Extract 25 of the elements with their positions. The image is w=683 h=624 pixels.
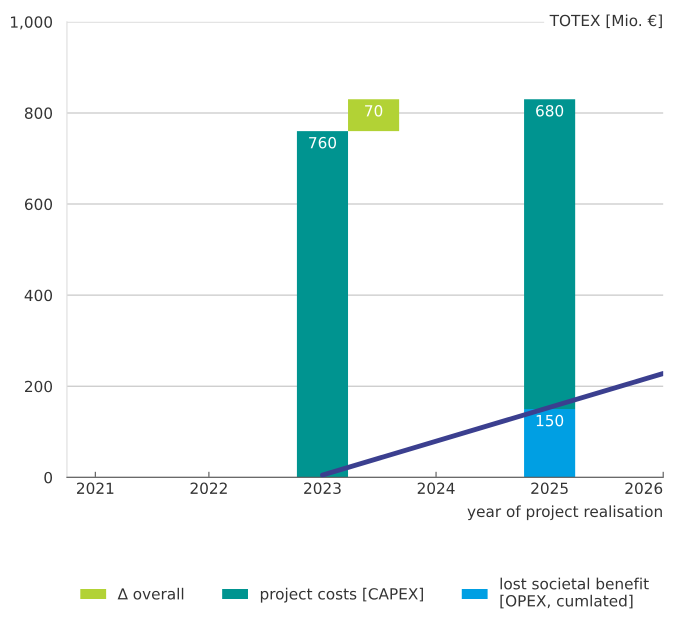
x-tick-label: 2025 xyxy=(531,482,568,494)
bar xyxy=(348,99,400,132)
data-label: 70 xyxy=(365,105,382,117)
y-axis-title: TOTEX [Mio. €] xyxy=(550,14,662,28)
legend-label: ∆ overall xyxy=(118,588,184,600)
data-label: 150 xyxy=(536,414,564,426)
y-tick-label: 800 xyxy=(24,107,52,119)
legend-label: lost societal benefit [OPEX, cumlated] xyxy=(500,578,649,608)
x-axis-title: year of project realisation xyxy=(467,505,662,520)
data-label: 760 xyxy=(309,136,336,148)
bar xyxy=(524,409,576,478)
x-tick-label: 2024 xyxy=(418,482,455,494)
x-tick-label: 2021 xyxy=(77,482,114,494)
y-tick-label: 400 xyxy=(24,290,52,302)
y-tick-label: 1,000 xyxy=(10,16,52,30)
y-tick-label: 600 xyxy=(24,198,52,210)
x-tick-label: 2026 xyxy=(625,482,662,494)
bar xyxy=(296,131,348,478)
y-tick-label: 200 xyxy=(25,380,52,392)
legend-label: project costs [CAPEX] xyxy=(260,588,423,603)
y-tick-label: 0 xyxy=(44,472,52,484)
data-label: 680 xyxy=(536,105,564,117)
x-tick-label: 2023 xyxy=(304,482,341,494)
bar xyxy=(524,99,576,410)
x-tick-label: 2022 xyxy=(190,482,227,494)
